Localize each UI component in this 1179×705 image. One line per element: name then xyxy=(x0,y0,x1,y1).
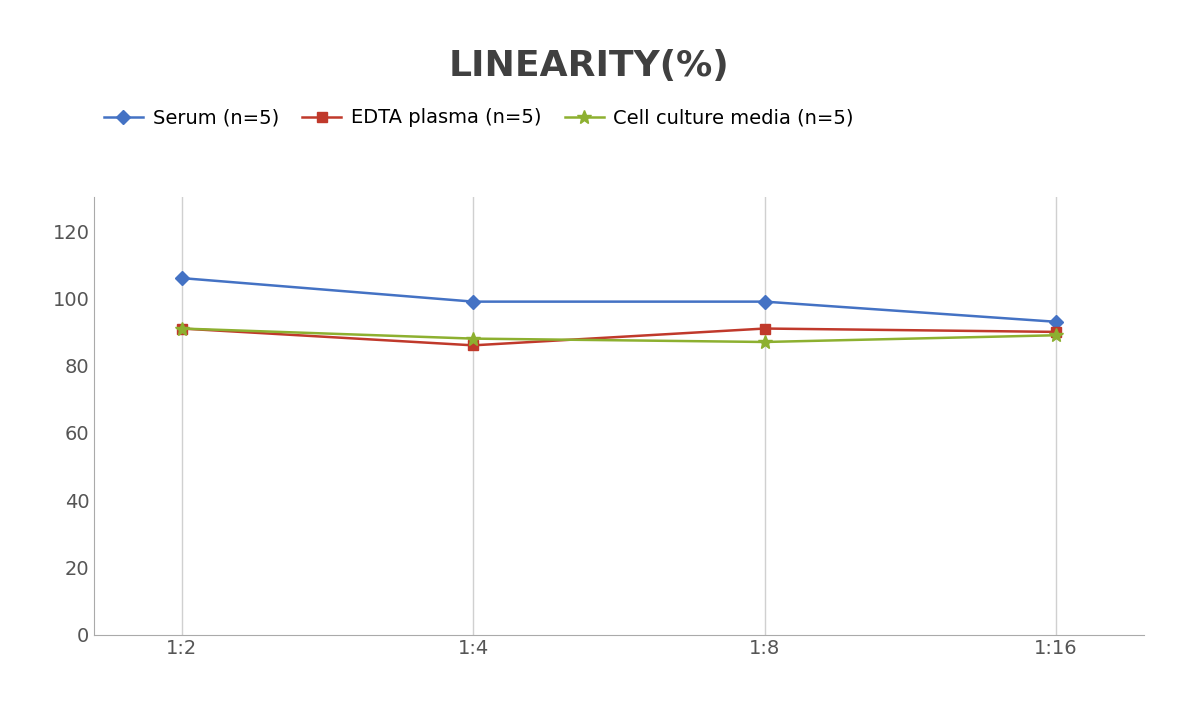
Serum (n=5) xyxy=(174,274,189,282)
Line: EDTA plasma (n=5): EDTA plasma (n=5) xyxy=(177,324,1061,350)
Cell culture media (n=5) xyxy=(758,338,772,346)
Text: LINEARITY(%): LINEARITY(%) xyxy=(449,49,730,83)
Cell culture media (n=5) xyxy=(1049,331,1063,340)
EDTA plasma (n=5) xyxy=(758,324,772,333)
Legend: Serum (n=5), EDTA plasma (n=5), Cell culture media (n=5): Serum (n=5), EDTA plasma (n=5), Cell cul… xyxy=(104,109,854,128)
Line: Serum (n=5): Serum (n=5) xyxy=(177,274,1061,326)
EDTA plasma (n=5) xyxy=(466,341,480,350)
Cell culture media (n=5) xyxy=(174,324,189,333)
EDTA plasma (n=5) xyxy=(174,324,189,333)
Serum (n=5) xyxy=(1049,317,1063,326)
Serum (n=5) xyxy=(466,298,480,306)
Line: Cell culture media (n=5): Cell culture media (n=5) xyxy=(174,321,1063,349)
EDTA plasma (n=5) xyxy=(1049,328,1063,336)
Serum (n=5) xyxy=(758,298,772,306)
Cell culture media (n=5) xyxy=(466,334,480,343)
